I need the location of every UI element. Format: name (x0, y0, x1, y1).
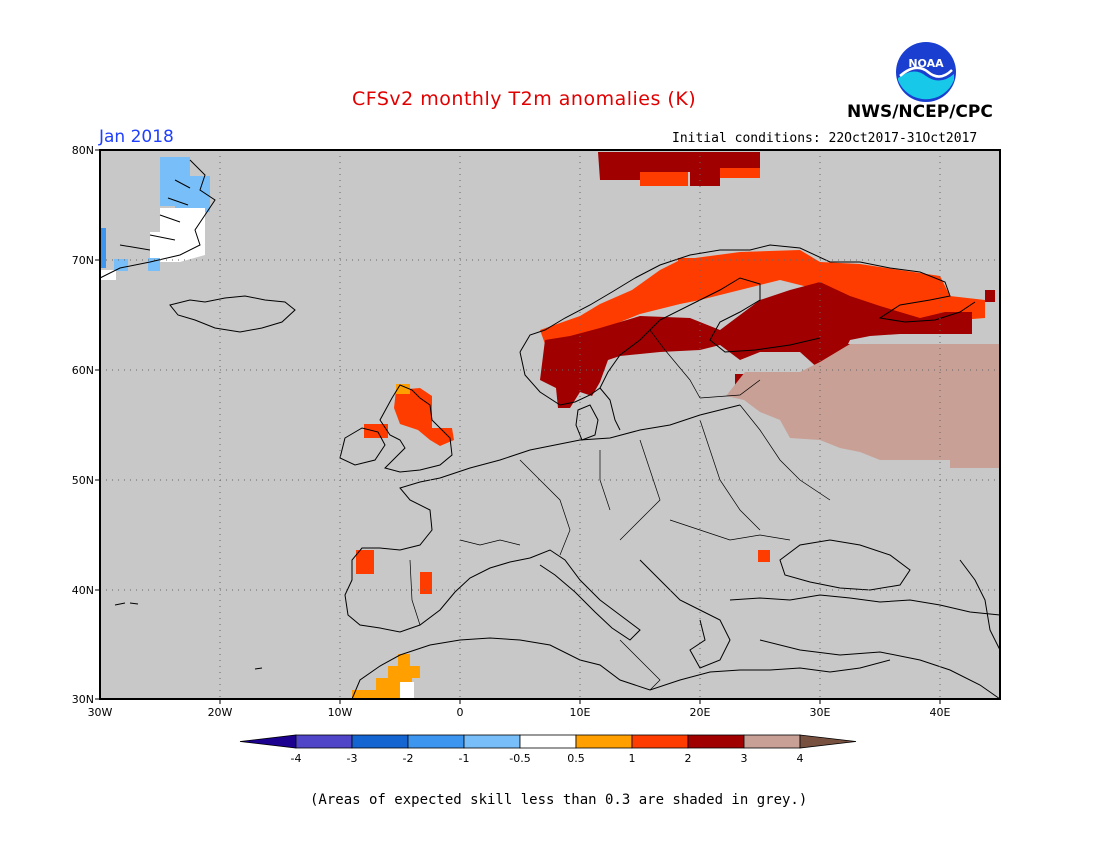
lon-label: 40E (930, 706, 951, 719)
colorbar-label: 0.5 (567, 752, 585, 765)
anomaly-shading (100, 152, 1000, 699)
colorbar-swatch (575, 734, 633, 749)
uk-warm (394, 388, 454, 446)
lat-label: 70N (72, 254, 94, 267)
colorbar-label: -3 (347, 752, 358, 765)
grid (100, 150, 1000, 699)
lon-label: 30E (810, 706, 831, 719)
colorbar-label: 1 (629, 752, 636, 765)
lon-label: 30W (88, 706, 113, 719)
lon-label: 10W (328, 706, 353, 719)
colorbar-label: 3 (741, 752, 748, 765)
lon-label: 0 (457, 706, 464, 719)
map-frame (99, 149, 1001, 700)
colorbar-label: -1 (459, 752, 470, 765)
colorbar-label: -0.5 (509, 752, 530, 765)
lat-label: 40N (72, 584, 94, 597)
lon-label: 20E (690, 706, 711, 719)
colorbar-swatch (351, 734, 409, 749)
coastlines (99, 159, 1001, 700)
colorbar-swatch (519, 734, 577, 749)
lat-label: 30N (72, 693, 94, 706)
borders (409, 329, 831, 691)
colorbar-swatch (407, 734, 465, 749)
greenland-negative-anomaly (160, 157, 210, 212)
colorbar-swatch (463, 734, 521, 749)
colorbar-label: 2 (685, 752, 692, 765)
colorbar-label: -2 (403, 752, 414, 765)
colorbar: -4 -3 -2 -1 -0.5 0.5 1 2 3 4 (239, 734, 857, 765)
lat-label: 50N (72, 474, 94, 487)
lat-labels: 80N 70N 60N 50N 40N 30N (72, 144, 94, 706)
lon-labels: 30W 20W 10W 0 10E 20E 30E 40E (88, 706, 951, 719)
svalbard-warm (598, 152, 760, 186)
valid-month: Jan 2018 (99, 127, 174, 147)
colorbar-min-arrow (239, 734, 297, 749)
russia-tan-anomaly (726, 344, 1000, 468)
colorbar-swatch (743, 734, 801, 749)
colorbar-label: 4 (797, 752, 804, 765)
logo-text: NOAA (908, 57, 944, 70)
agency-label: NWS/NCEP/CPC (847, 102, 993, 122)
greenland-neutral (150, 208, 205, 262)
map-background (100, 150, 1000, 699)
lon-label: 20W (208, 706, 233, 719)
colorbar-swatch (631, 734, 689, 749)
scandinavia-orange-red (540, 250, 985, 344)
lon-label: 10E (570, 706, 591, 719)
noaa-logo-icon: NOAA (896, 42, 956, 102)
north-africa-warm (352, 654, 420, 699)
colorbar-swatch (687, 734, 745, 749)
colorbar-max-arrow (799, 734, 857, 749)
skill-footnote: (Areas of expected skill less than 0.3 a… (310, 792, 808, 808)
lat-label: 80N (72, 144, 94, 157)
lat-label: 60N (72, 364, 94, 377)
colorbar-swatch (295, 734, 353, 749)
scandinavia-dark-red (540, 282, 972, 408)
initial-conditions: Initial conditions: 22Oct2017-31Oct2017 (672, 131, 978, 146)
colorbar-label: -4 (291, 752, 302, 765)
map-title: CFSv2 monthly T2m anomalies (K) (352, 88, 697, 110)
